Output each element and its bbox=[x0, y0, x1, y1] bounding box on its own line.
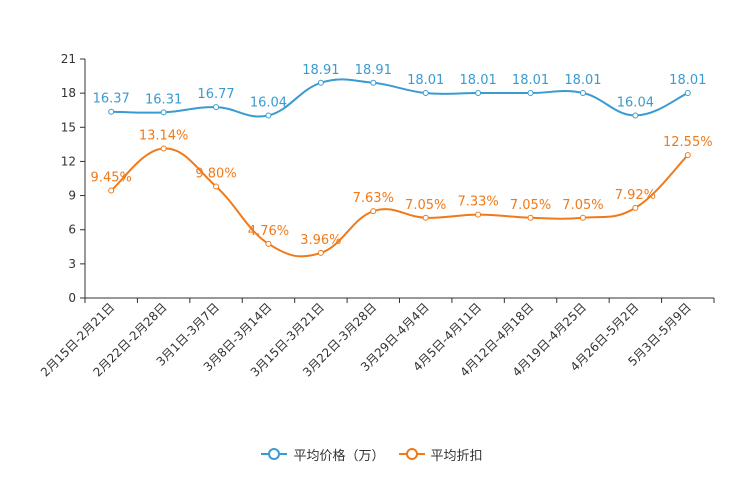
data-label: 7.05% bbox=[562, 198, 603, 213]
data-label: 16.37 bbox=[93, 92, 130, 107]
data-label: 18.01 bbox=[512, 73, 549, 88]
data-label: 7.33% bbox=[457, 195, 498, 210]
y-tick-label: 9 bbox=[68, 189, 76, 203]
data-point bbox=[422, 214, 429, 221]
data-label: 3.96% bbox=[300, 233, 341, 248]
data-point bbox=[632, 112, 639, 119]
legend-price-label: 平均价格（万） bbox=[293, 448, 385, 464]
chart-legend: 平均价格（万） 平均折扣 bbox=[0, 444, 744, 464]
data-point bbox=[579, 214, 586, 221]
data-label: 9.45% bbox=[91, 170, 132, 185]
data-point bbox=[160, 109, 167, 116]
data-point bbox=[317, 249, 324, 256]
data-label: 16.04 bbox=[250, 95, 287, 110]
legend-price-icon bbox=[261, 448, 288, 460]
data-point bbox=[370, 79, 377, 86]
data-label: 4.76% bbox=[248, 224, 289, 239]
data-point bbox=[527, 214, 534, 221]
data-point bbox=[108, 187, 115, 194]
y-tick-label: 18 bbox=[61, 86, 76, 100]
series-line-discount bbox=[110, 147, 689, 258]
data-point bbox=[265, 240, 272, 247]
data-label: 16.77 bbox=[197, 87, 234, 102]
legend-item-price[interactable]: 平均价格（万） bbox=[261, 445, 385, 464]
data-label: 18.91 bbox=[355, 63, 392, 78]
data-point bbox=[579, 90, 586, 97]
data-label: 16.31 bbox=[145, 92, 182, 107]
y-tick-label: 3 bbox=[68, 257, 76, 271]
data-label: 18.01 bbox=[407, 73, 444, 88]
data-point bbox=[632, 204, 639, 211]
data-label: 7.05% bbox=[510, 198, 551, 213]
data-label: 9.80% bbox=[195, 166, 236, 181]
data-point bbox=[213, 104, 220, 111]
data-point bbox=[475, 211, 482, 218]
data-point bbox=[213, 183, 220, 190]
data-point bbox=[265, 112, 272, 119]
y-tick-label: 0 bbox=[68, 291, 76, 305]
data-point bbox=[527, 90, 534, 97]
data-point bbox=[108, 108, 115, 115]
data-label: 18.01 bbox=[564, 73, 601, 88]
data-label: 7.05% bbox=[405, 198, 446, 213]
y-tick-label: 21 bbox=[61, 52, 76, 66]
series-line-price bbox=[111, 78, 689, 118]
data-point bbox=[370, 208, 377, 215]
legend-discount-label: 平均折扣 bbox=[430, 448, 483, 464]
data-point bbox=[422, 90, 429, 97]
data-label: 18.01 bbox=[669, 73, 706, 88]
data-point bbox=[317, 79, 324, 86]
data-point bbox=[684, 90, 691, 97]
data-label: 12.55% bbox=[663, 135, 713, 150]
legend-discount-icon bbox=[398, 448, 425, 460]
data-label: 13.14% bbox=[139, 128, 189, 143]
data-point bbox=[475, 90, 482, 97]
y-tick-label: 15 bbox=[61, 120, 76, 134]
data-point bbox=[684, 152, 691, 159]
line-chart: 0369121518212月15日-2月21日2月22日-2月28日3月1日-3… bbox=[38, 52, 715, 380]
data-label: 7.63% bbox=[353, 191, 394, 206]
data-label: 7.92% bbox=[615, 188, 656, 203]
data-label: 16.04 bbox=[617, 95, 654, 110]
data-label: 18.01 bbox=[460, 73, 497, 88]
y-tick-label: 6 bbox=[68, 223, 76, 237]
data-label: 18.91 bbox=[302, 63, 339, 78]
legend-item-discount[interactable]: 平均折扣 bbox=[398, 445, 483, 464]
data-point bbox=[160, 145, 167, 152]
y-tick-label: 12 bbox=[61, 154, 76, 168]
